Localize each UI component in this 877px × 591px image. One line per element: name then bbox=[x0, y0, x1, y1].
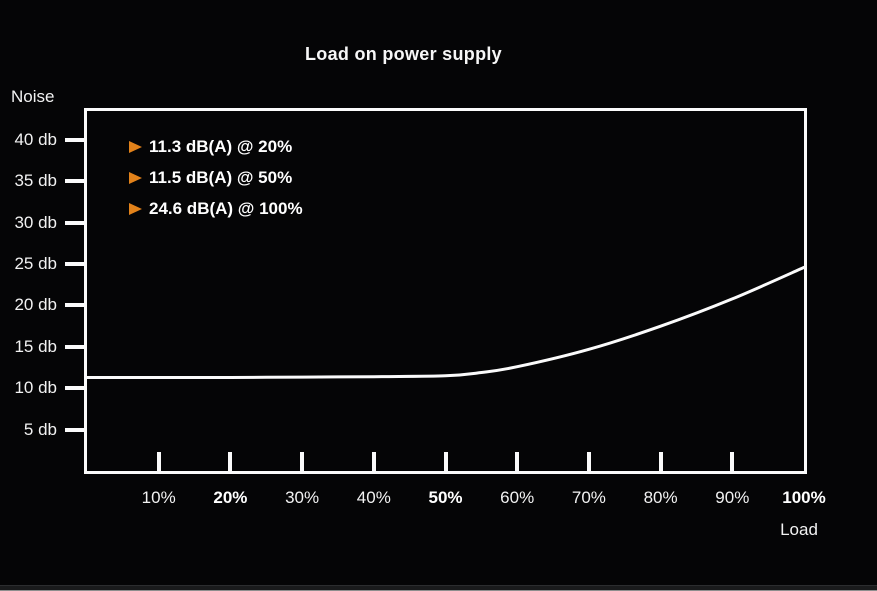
triangle-right-icon bbox=[129, 172, 142, 184]
x-tick-label: 30% bbox=[285, 488, 320, 507]
y-axis-title: Noise bbox=[11, 87, 55, 106]
x-tick-mark bbox=[156, 452, 161, 471]
legend-item: 11.5 dB(A) @ 50% bbox=[129, 168, 303, 187]
noise-curve-path bbox=[85, 265, 806, 380]
legend-label: 11.5 dB(A) @ 50% bbox=[149, 168, 293, 187]
bottom-edge-divider bbox=[0, 585, 877, 591]
x-tick-label: 60% bbox=[500, 488, 535, 507]
triangle-right-icon bbox=[129, 141, 142, 153]
noise-curve bbox=[85, 265, 806, 380]
y-tick-mark bbox=[65, 179, 85, 184]
x-tick-label: 20% bbox=[213, 488, 248, 507]
legend: 11.3 dB(A) @ 20% 11.5 dB(A) @ 50% 24.6 dB(… bbox=[129, 137, 303, 231]
y-tick-label: 30 db bbox=[14, 212, 57, 232]
legend-label: 11.3 dB(A) @ 20% bbox=[149, 137, 293, 156]
x-tick-label: 70% bbox=[571, 488, 606, 507]
y-tick-mark bbox=[65, 303, 85, 308]
y-tick-mark bbox=[65, 386, 85, 391]
y-tick-label: 35 db bbox=[14, 171, 57, 191]
y-tick-mark bbox=[65, 344, 85, 349]
y-tick-mark bbox=[65, 427, 85, 432]
x-tick-label: 40% bbox=[356, 488, 391, 507]
x-tick-label: 10% bbox=[141, 488, 176, 507]
legend-label: 24.6 dB(A) @ 100% bbox=[149, 199, 303, 218]
x-tick-label: 90% bbox=[715, 488, 750, 507]
y-tick-label: 5 db bbox=[23, 419, 57, 439]
y-tick-label: 10 db bbox=[14, 378, 57, 398]
plot-area bbox=[84, 108, 807, 474]
y-tick-label: 15 db bbox=[14, 336, 57, 356]
y-tick-mark bbox=[65, 262, 85, 267]
x-tick-label: 50% bbox=[428, 488, 463, 507]
legend-item: 11.3 dB(A) @ 20% bbox=[129, 137, 303, 156]
y-tick-label: 20 db bbox=[14, 295, 57, 315]
x-tick-mark bbox=[228, 452, 233, 471]
x-tick-mark bbox=[443, 452, 448, 471]
triangle-right-icon bbox=[129, 203, 142, 215]
y-tick-label: 25 db bbox=[14, 254, 57, 274]
x-tick-label: 80% bbox=[643, 488, 678, 507]
x-tick-mark bbox=[658, 452, 663, 471]
x-tick-mark bbox=[300, 452, 305, 471]
chart-title: Load on power supply bbox=[304, 44, 502, 64]
x-tick-mark bbox=[730, 452, 735, 471]
y-tick-label: 40 db bbox=[14, 129, 57, 149]
x-tick-mark bbox=[515, 452, 520, 471]
y-tick-mark bbox=[65, 220, 85, 225]
x-tick-mark bbox=[371, 452, 376, 471]
x-tick-label: 100% bbox=[782, 488, 826, 507]
y-tick-mark bbox=[65, 137, 85, 142]
x-axis-title: Load bbox=[780, 520, 818, 539]
x-tick-mark bbox=[586, 452, 591, 471]
legend-item: 24.6 dB(A) @ 100% bbox=[129, 199, 303, 218]
